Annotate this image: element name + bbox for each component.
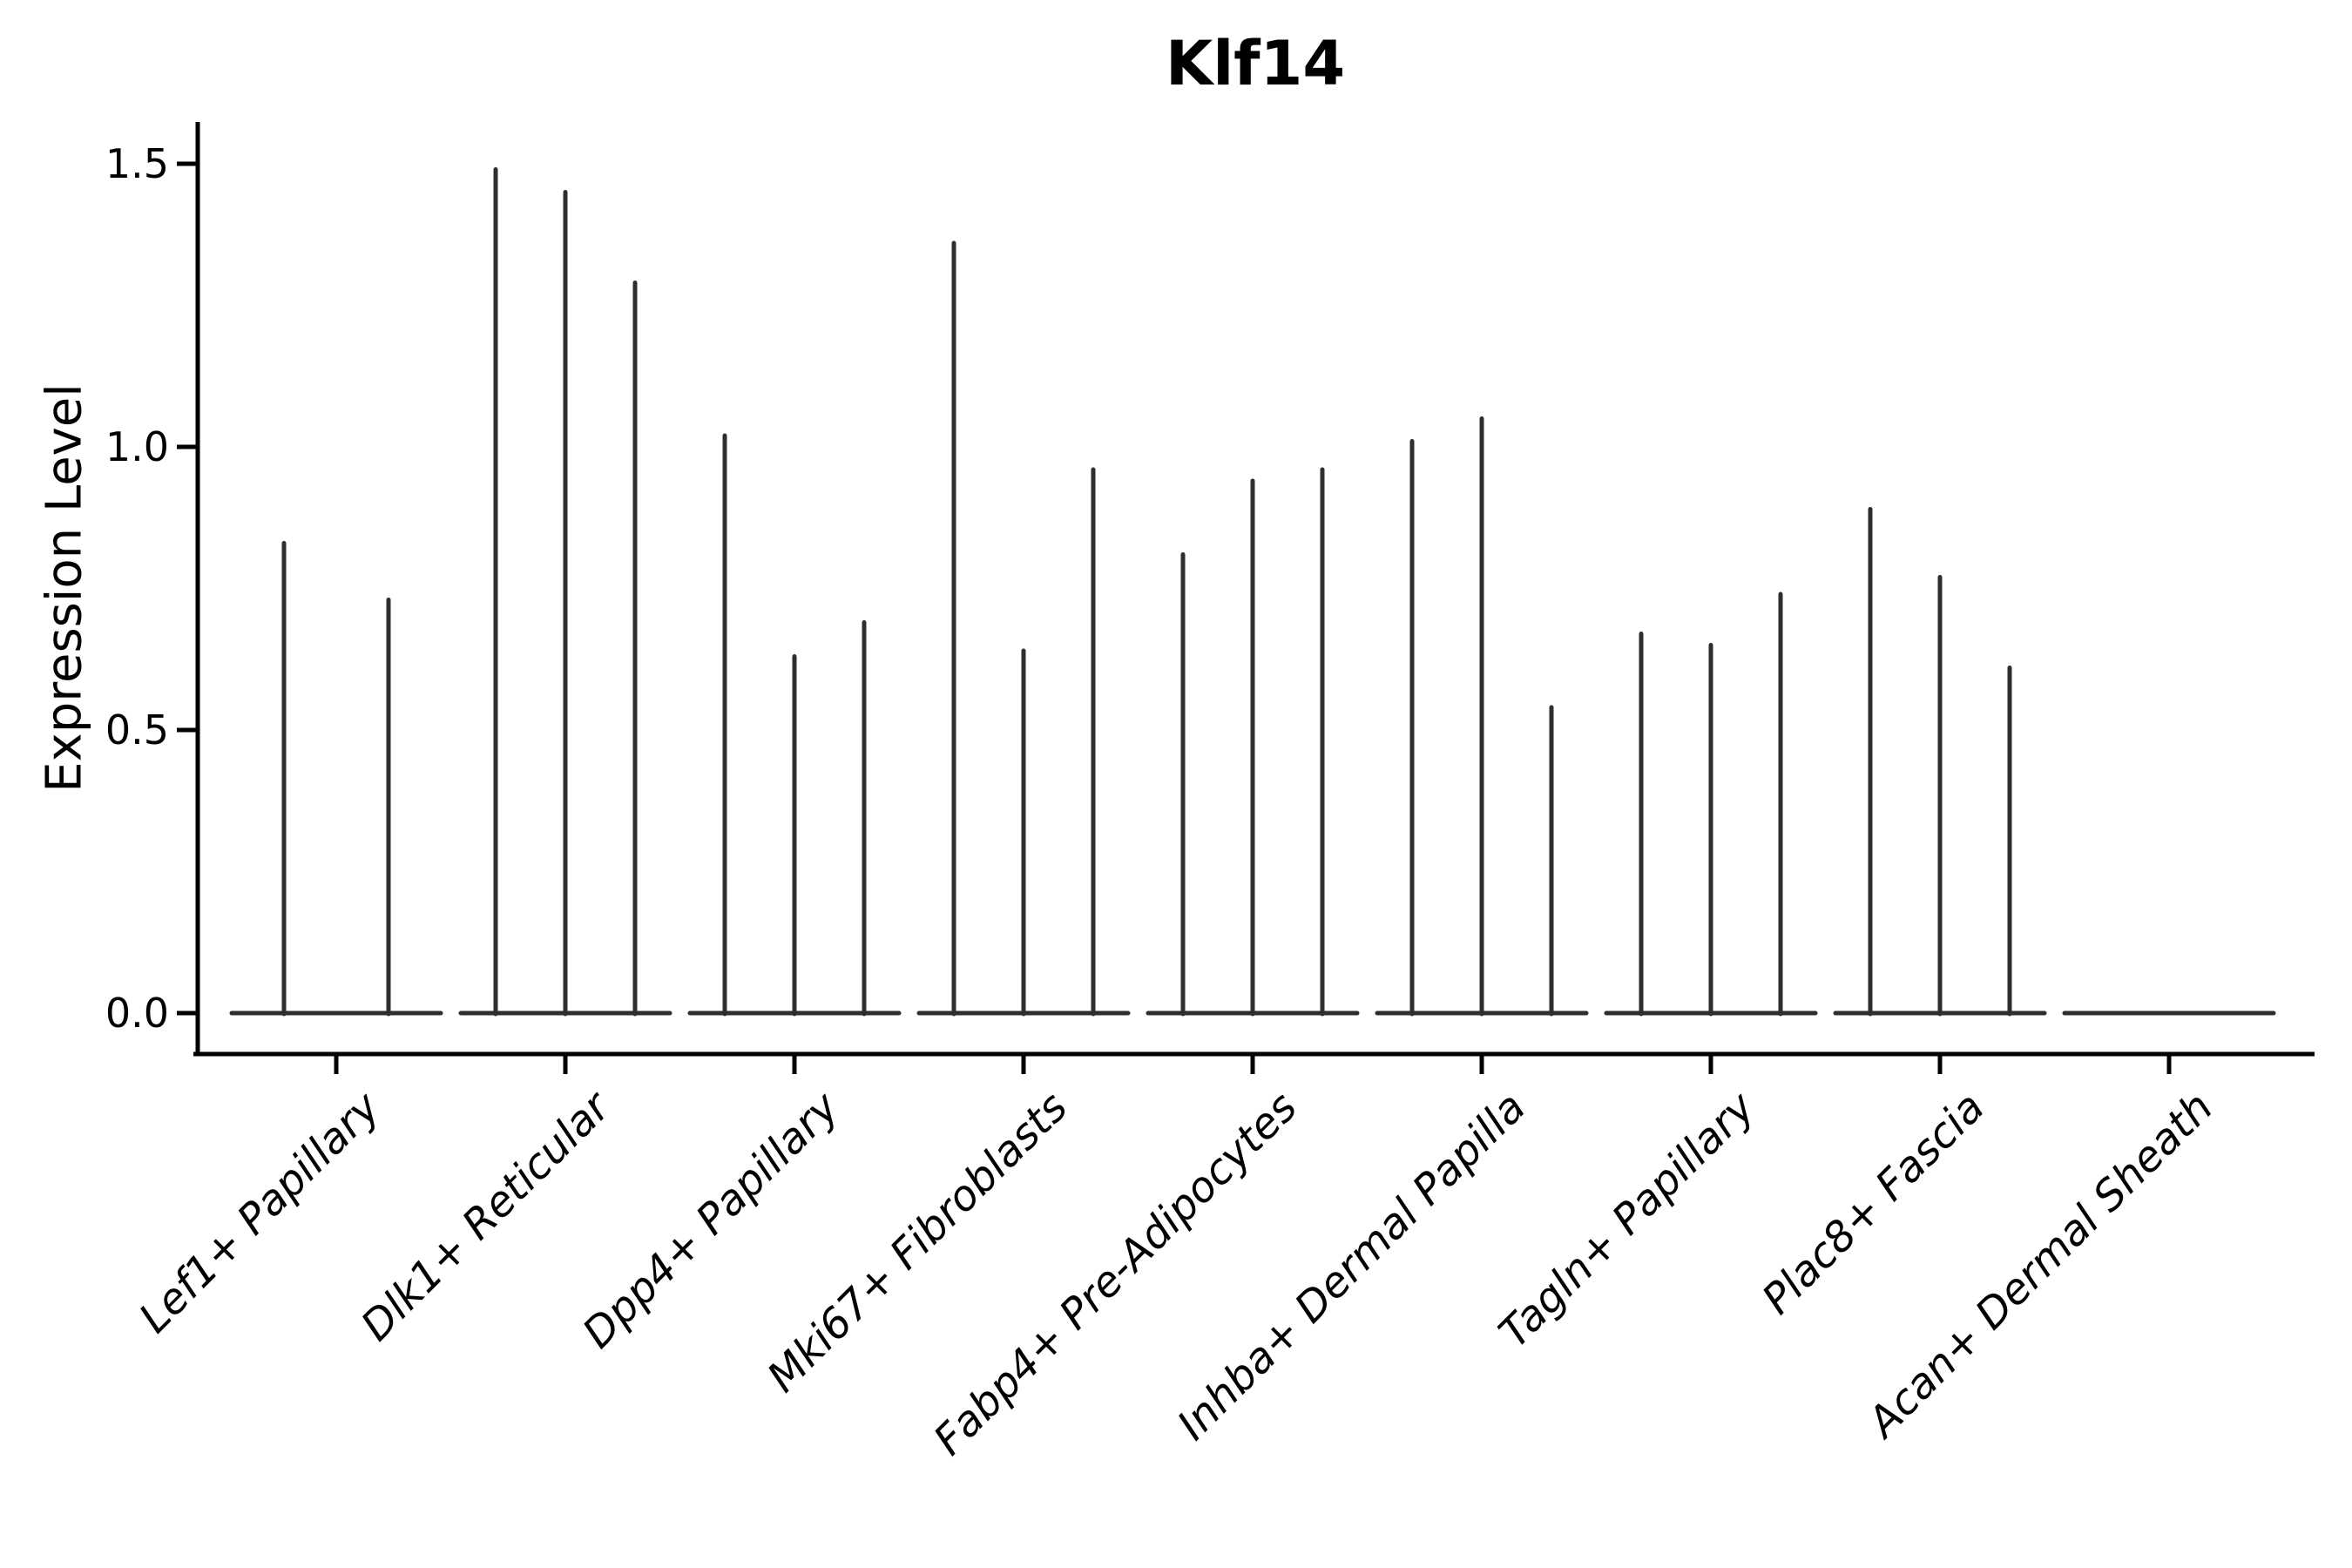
- y-tick-label: 0.0: [105, 990, 169, 1037]
- y-tick-label: 0.5: [105, 706, 169, 754]
- y-tick-label: 1.5: [105, 140, 169, 187]
- y-tick-label: 1.0: [105, 423, 169, 470]
- plot-title: Klf14: [1165, 28, 1346, 99]
